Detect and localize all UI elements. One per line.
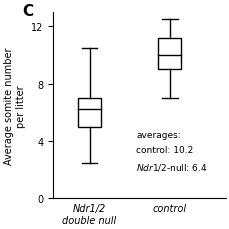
Bar <box>158 39 180 70</box>
Y-axis label: Average somite number
per litter: Average somite number per litter <box>4 47 26 164</box>
Text: control: 10.2: control: 10.2 <box>135 146 192 155</box>
Text: C: C <box>22 4 33 19</box>
Bar <box>78 99 100 127</box>
Text: averages:: averages: <box>135 130 180 139</box>
Text: $\it{Ndr1/2}$-null: 6.4: $\it{Ndr1/2}$-null: 6.4 <box>135 161 207 172</box>
